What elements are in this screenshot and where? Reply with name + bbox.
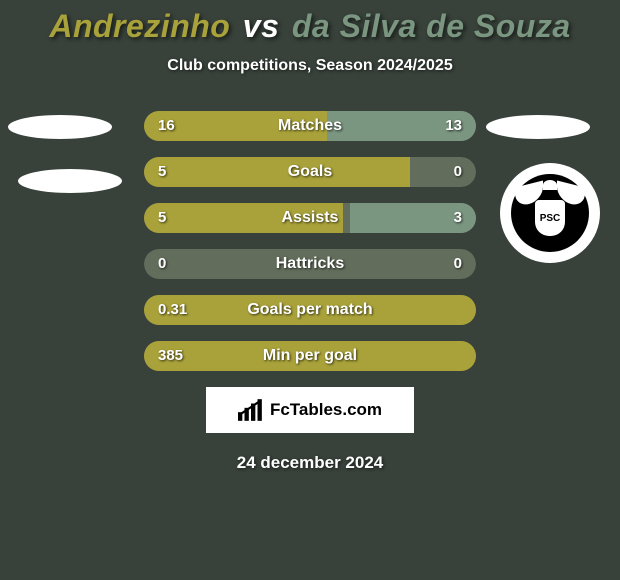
stat-label: Assists [144, 203, 476, 233]
stat-row: 1613Matches [144, 111, 476, 141]
title-vs: vs [243, 8, 280, 45]
stat-row: 53Assists [144, 203, 476, 233]
stat-label: Hattricks [144, 249, 476, 279]
team-logo-right-a [486, 115, 590, 139]
comparison-bars: 1613Matches 50Goals 53Assists 00Hattricks 0.… [144, 111, 476, 371]
stat-label: Matches [144, 111, 476, 141]
stat-label: Goals [144, 157, 476, 187]
title-player2: da Silva de Souza [292, 8, 571, 45]
stat-label: Goals per match [144, 295, 476, 325]
source-text: FcTables.com [270, 400, 382, 420]
stat-row: 385Min per goal [144, 341, 476, 371]
chart-icon [238, 399, 264, 421]
stat-label: Min per goal [144, 341, 476, 371]
date: 24 december 2024 [0, 453, 620, 473]
team-logo-left-a [8, 115, 112, 139]
source-badge: FcTables.com [206, 387, 414, 433]
team-crest-right: PSC [500, 163, 600, 263]
stat-row: 0.31Goals per match [144, 295, 476, 325]
stat-row: 50Goals [144, 157, 476, 187]
team-logo-left-b [18, 169, 122, 193]
comparison-block: PSC 1613Matches 50Goals 53Assists 00Hattric… [0, 111, 620, 371]
stat-row: 00Hattricks [144, 249, 476, 279]
subtitle: Club competitions, Season 2024/2025 [0, 57, 620, 75]
title-player1: Andrezinho [49, 8, 230, 45]
crest-text: PSC [535, 200, 565, 236]
